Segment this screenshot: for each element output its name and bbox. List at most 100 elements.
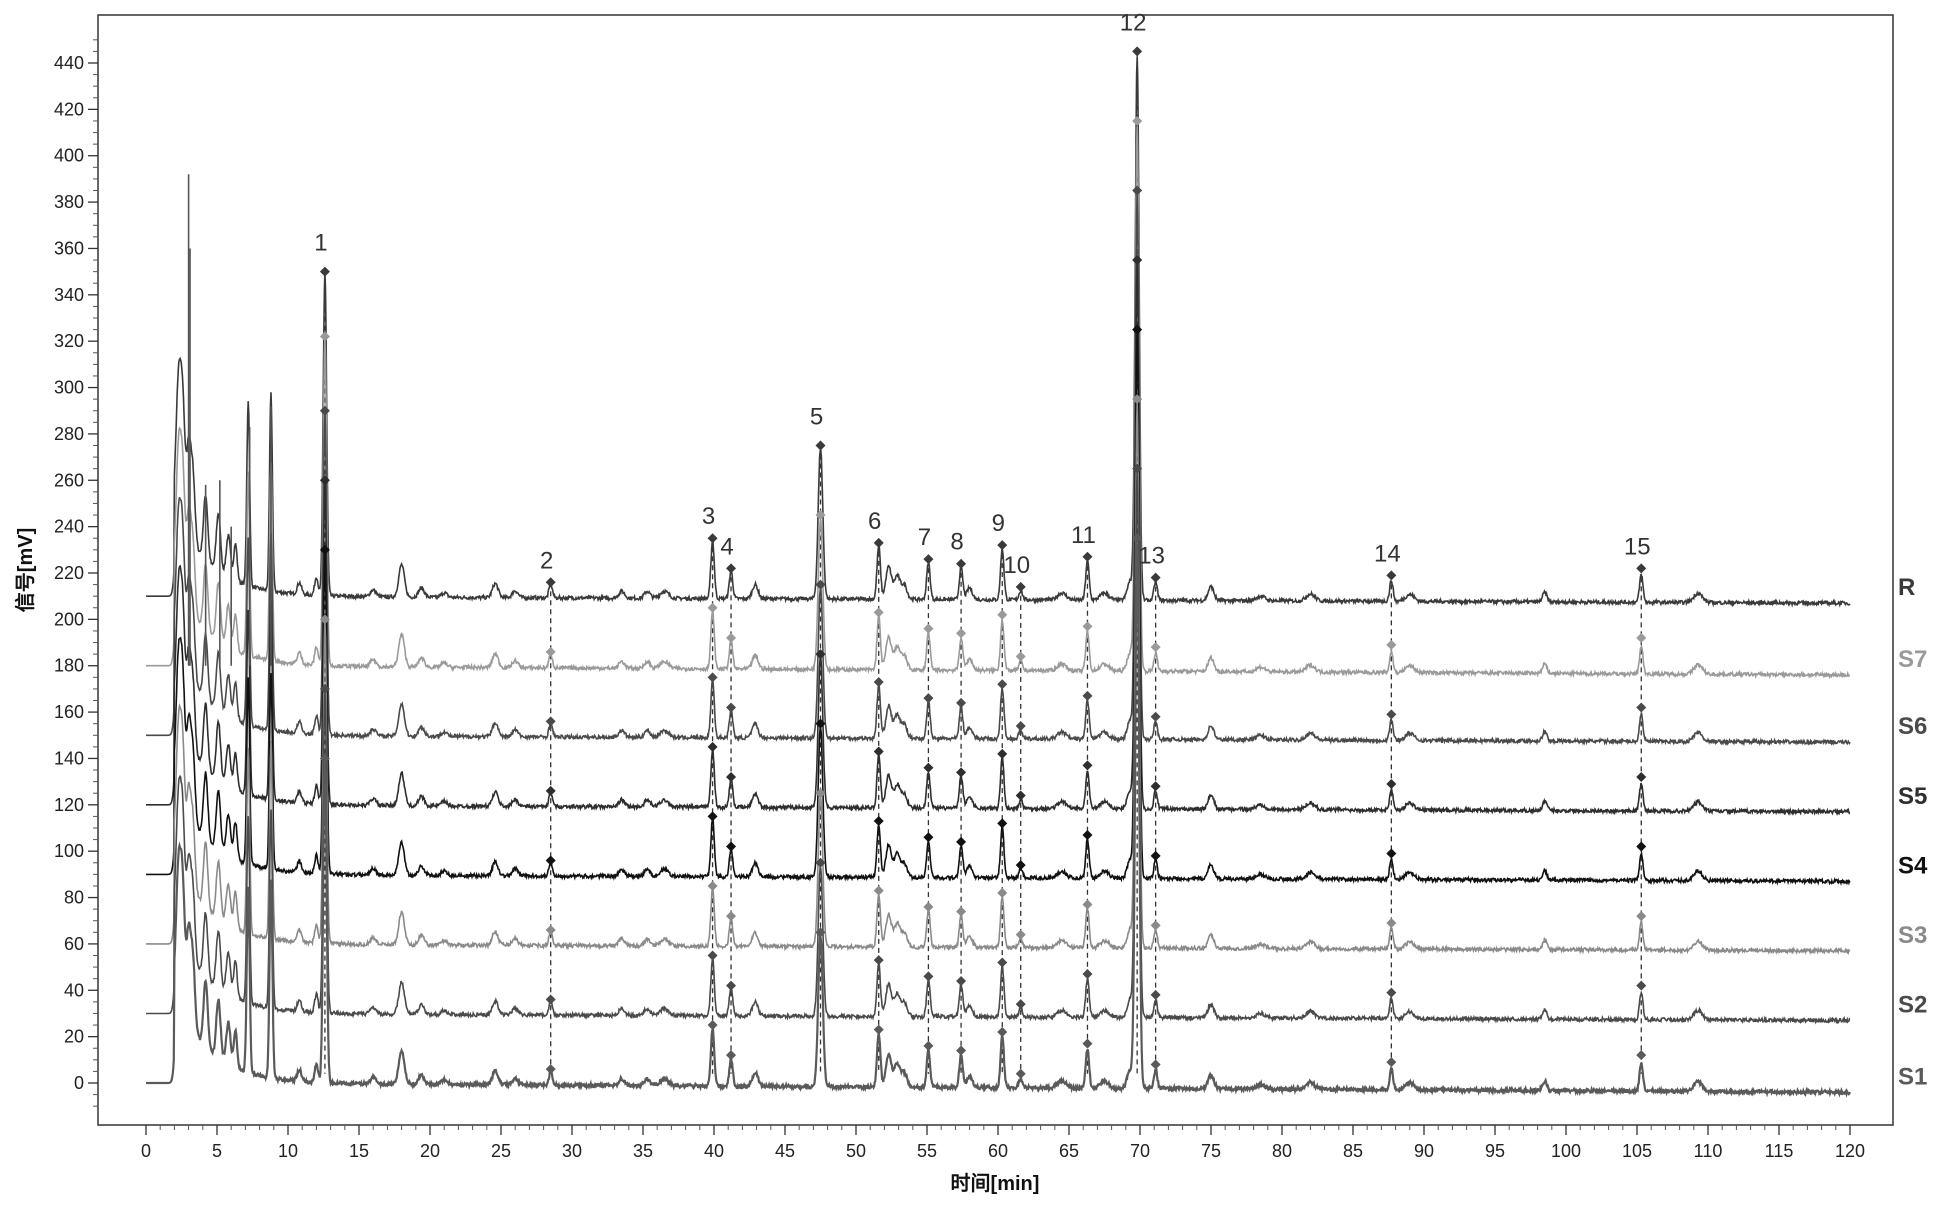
x-tick-label: 10 bbox=[278, 1141, 298, 1161]
peak-marker bbox=[546, 1064, 556, 1074]
peak-marker bbox=[546, 786, 556, 796]
y-tick-label: 160 bbox=[54, 702, 84, 722]
peak-marker bbox=[923, 971, 933, 981]
peak-marker bbox=[1132, 325, 1142, 335]
peak-label-8: 8 bbox=[950, 529, 963, 556]
y-tick-label: 420 bbox=[54, 99, 84, 119]
x-tick-label: 115 bbox=[1765, 1141, 1794, 1161]
y-tick-label: 20 bbox=[64, 1027, 84, 1047]
peak-marker bbox=[726, 633, 736, 643]
x-tick-label: 110 bbox=[1694, 1141, 1723, 1161]
x-tick-label: 90 bbox=[1414, 1141, 1434, 1161]
peak-marker bbox=[956, 559, 966, 569]
peak-marker bbox=[923, 693, 933, 703]
peak-marker bbox=[546, 647, 556, 657]
peak-marker bbox=[1016, 1069, 1026, 1079]
x-tick-label: 55 bbox=[917, 1141, 937, 1161]
trace-s3 bbox=[146, 403, 1850, 953]
peak-marker bbox=[1151, 712, 1161, 722]
peak-marker bbox=[1151, 642, 1161, 652]
y-tick-label: 280 bbox=[54, 424, 84, 444]
peak-marker bbox=[726, 702, 736, 712]
x-axis-title: 时间[min] bbox=[951, 1172, 1040, 1195]
peak-marker bbox=[1636, 563, 1646, 573]
x-tick-label: 95 bbox=[1485, 1141, 1505, 1161]
peak-marker bbox=[708, 603, 718, 613]
peak-marker bbox=[816, 649, 826, 659]
y-tick-label: 260 bbox=[54, 470, 84, 490]
peak-marker bbox=[546, 995, 556, 1005]
y-tick-label: 0 bbox=[74, 1073, 84, 1093]
peak-marker bbox=[816, 719, 826, 729]
x-tick-label: 45 bbox=[775, 1141, 795, 1161]
peak-marker bbox=[956, 767, 966, 777]
peak-marker bbox=[997, 540, 1007, 550]
x-tick-label: 50 bbox=[846, 1141, 866, 1161]
x-tick-label: 5 bbox=[212, 1141, 222, 1161]
x-tick-label: 40 bbox=[704, 1141, 724, 1161]
peak-marker bbox=[874, 816, 884, 826]
peak-marker bbox=[1016, 791, 1026, 801]
y-axis-title: 信号[mV] bbox=[13, 528, 37, 612]
y-tick-label: 40 bbox=[64, 980, 84, 1000]
peak-marker bbox=[1151, 1059, 1161, 1069]
peak-marker bbox=[1132, 255, 1142, 265]
peak-label-12: 12 bbox=[1120, 9, 1147, 36]
y-tick-label: 340 bbox=[54, 285, 84, 305]
peak-marker bbox=[1082, 1039, 1092, 1049]
y-tick-label: 140 bbox=[54, 748, 84, 768]
peak-marker bbox=[1016, 999, 1026, 1009]
series-label-s4: S4 bbox=[1898, 852, 1928, 879]
x-tick-label: 30 bbox=[562, 1141, 582, 1161]
peak-marker bbox=[874, 955, 884, 965]
peak-marker bbox=[956, 976, 966, 986]
peak-marker bbox=[923, 902, 933, 912]
peak-marker bbox=[726, 981, 736, 991]
peak-label-13: 13 bbox=[1138, 543, 1165, 570]
peak-marker bbox=[1016, 930, 1026, 940]
peak-marker bbox=[1082, 760, 1092, 770]
peak-marker bbox=[816, 788, 826, 798]
peak-marker bbox=[956, 906, 966, 916]
peak-marker bbox=[320, 475, 330, 485]
peak-label-14: 14 bbox=[1374, 540, 1401, 567]
series-label-s5: S5 bbox=[1898, 783, 1927, 810]
peak-label-5: 5 bbox=[810, 404, 823, 431]
peak-marker bbox=[1082, 552, 1092, 562]
peak-marker bbox=[726, 563, 736, 573]
peak-marker bbox=[708, 672, 718, 682]
peak-marker bbox=[320, 332, 330, 342]
trace-s5 bbox=[146, 263, 1850, 814]
peak-marker bbox=[874, 886, 884, 896]
peak-label-6: 6 bbox=[868, 508, 881, 535]
peak-label-7: 7 bbox=[918, 524, 931, 551]
x-tick-label: 25 bbox=[491, 1141, 511, 1161]
peak-marker bbox=[320, 406, 330, 416]
peak-label-2: 2 bbox=[540, 547, 553, 574]
x-tick-label: 0 bbox=[141, 1141, 151, 1161]
peak-marker bbox=[1016, 651, 1026, 661]
peak-marker bbox=[1016, 582, 1026, 592]
peak-marker bbox=[1636, 633, 1646, 643]
peak-marker bbox=[956, 698, 966, 708]
peak-marker bbox=[1082, 621, 1092, 631]
peak-marker bbox=[874, 747, 884, 757]
peak-marker bbox=[956, 628, 966, 638]
peak-marker bbox=[1082, 900, 1092, 910]
x-tick-label: 100 bbox=[1551, 1141, 1581, 1161]
peak-marker bbox=[1636, 911, 1646, 921]
trace-s6 bbox=[146, 193, 1850, 744]
peak-marker bbox=[997, 1027, 1007, 1037]
peak-marker bbox=[1636, 981, 1646, 991]
peak-marker bbox=[708, 533, 718, 543]
y-tick-label: 180 bbox=[54, 656, 84, 676]
peak-marker bbox=[320, 267, 330, 277]
x-tick-label: 35 bbox=[633, 1141, 653, 1161]
y-tick-label: 120 bbox=[54, 795, 84, 815]
peak-marker bbox=[708, 811, 718, 821]
peak-marker bbox=[923, 554, 933, 564]
peak-marker bbox=[1636, 842, 1646, 852]
y-tick-label: 320 bbox=[54, 331, 84, 351]
peak-marker bbox=[874, 1025, 884, 1035]
